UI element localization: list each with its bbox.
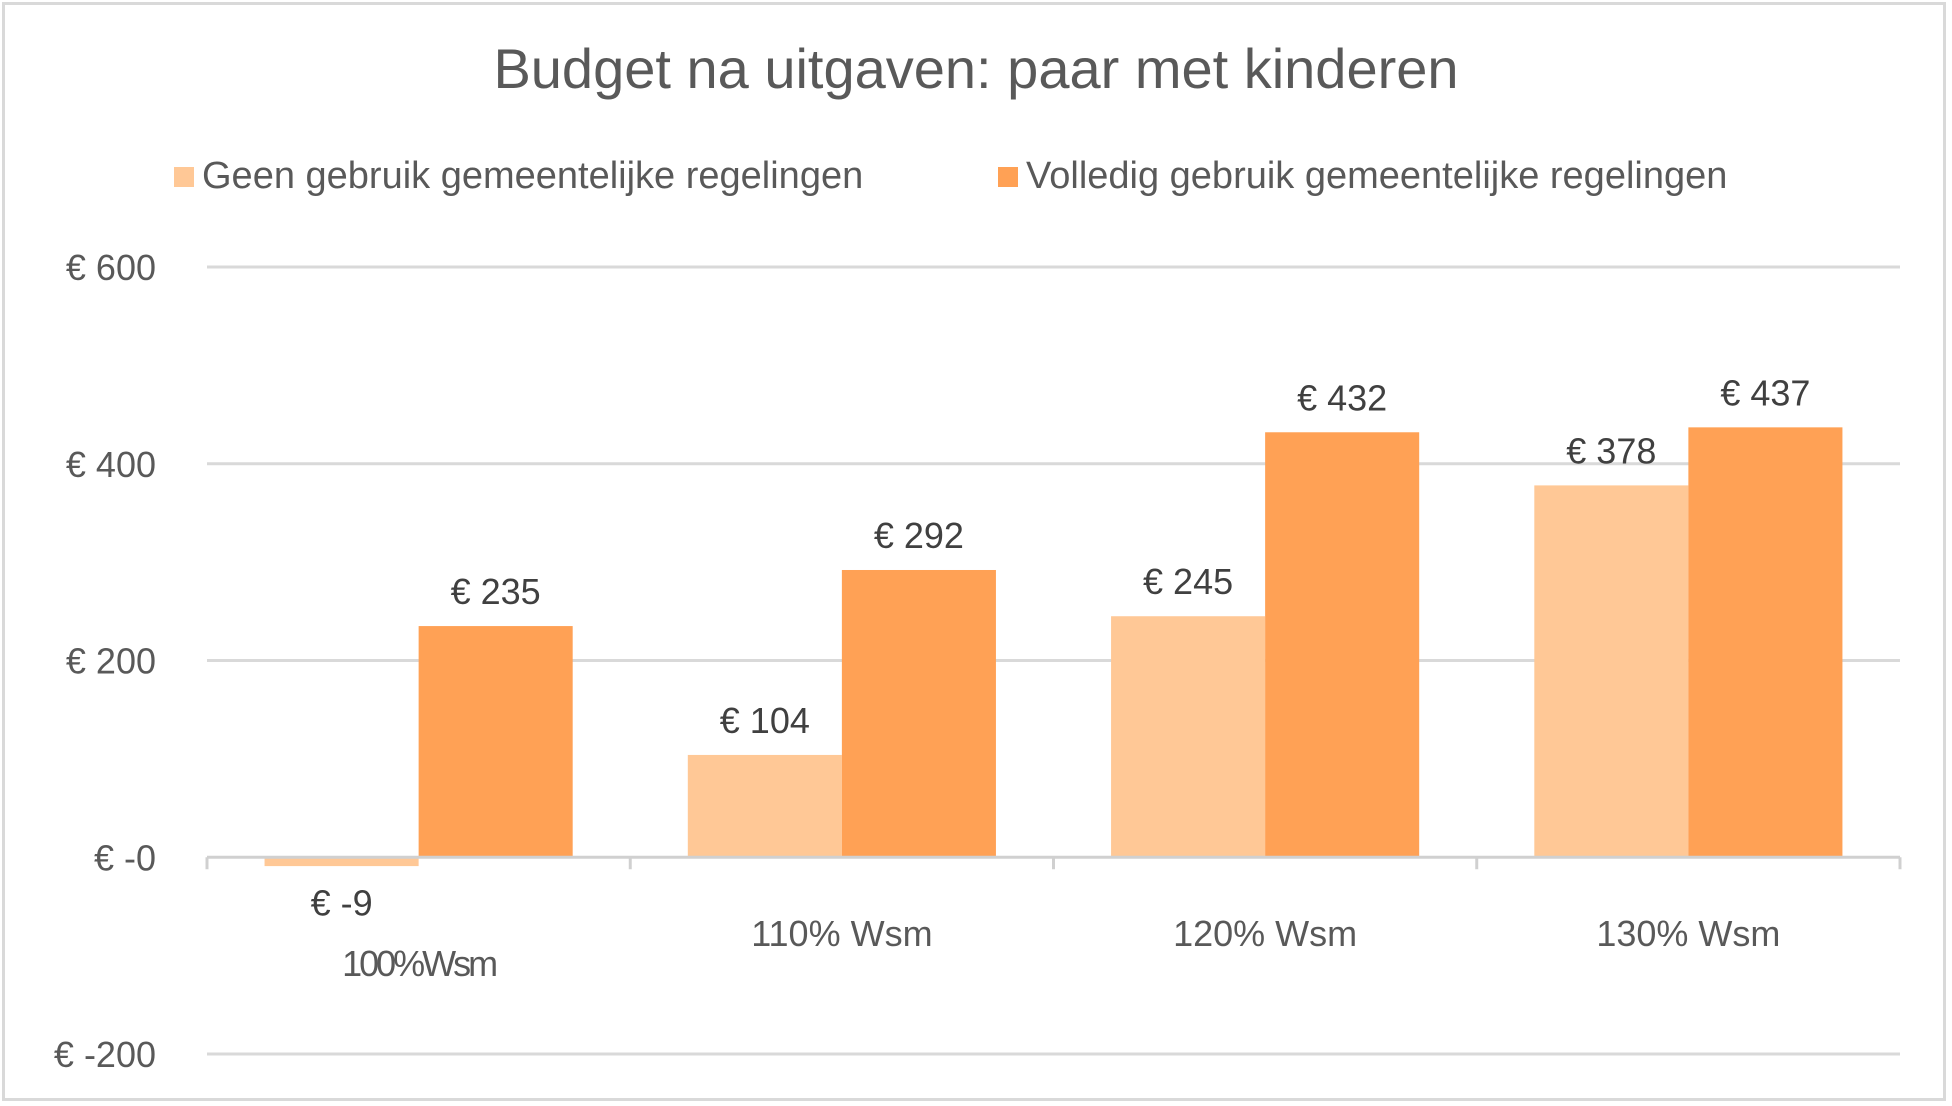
- y-tick-label: € 200: [66, 641, 156, 682]
- legend-item-volledig: Volledig gebruik gemeentelijke regelinge…: [998, 155, 1727, 198]
- data-label: € 378: [1566, 430, 1656, 471]
- data-label: € -9: [311, 882, 373, 923]
- bar-geen: [264, 857, 419, 867]
- data-label: € 245: [1143, 561, 1233, 602]
- legend-item-geen: Geen gebruik gemeentelijke regelingen: [174, 155, 863, 198]
- legend-label-geen: Geen gebruik gemeentelijke regelingen: [202, 155, 864, 197]
- x-category-label: 120% Wsm: [1173, 913, 1357, 954]
- bar-geen: [1534, 485, 1689, 858]
- data-label: € 292: [874, 515, 964, 556]
- data-label: € 235: [451, 571, 541, 612]
- data-label: € 104: [720, 700, 810, 741]
- data-label: € 432: [1297, 377, 1387, 418]
- x-category-label: 110% Wsm: [751, 913, 932, 954]
- y-tick-label: € 400: [66, 444, 156, 485]
- bar-volledig: [1688, 427, 1843, 858]
- y-tick-label: € -200: [54, 1034, 156, 1075]
- x-category-label: 130% Wsm: [1596, 913, 1780, 954]
- y-tick-label: € 600: [66, 247, 156, 288]
- y-tick-label: € -0: [94, 837, 156, 878]
- legend: Geen gebruik gemeentelijke regelingen Vo…: [0, 155, 1952, 205]
- legend-swatch-volledig: [998, 166, 1018, 187]
- bar-geen: [1111, 616, 1266, 858]
- legend-swatch-geen: [174, 166, 194, 187]
- bar-volledig: [1265, 432, 1420, 858]
- bar-geen: [687, 754, 842, 858]
- data-label: € 437: [1720, 372, 1810, 413]
- bar-volledig: [418, 626, 573, 858]
- bar-volledig: [841, 569, 996, 858]
- legend-label-volledig: Volledig gebruik gemeentelijke regelinge…: [1026, 155, 1728, 197]
- x-category-label: 100%Wsm: [342, 943, 496, 984]
- chart-title: Budget na uitgaven: paar met kinderen: [493, 37, 1459, 100]
